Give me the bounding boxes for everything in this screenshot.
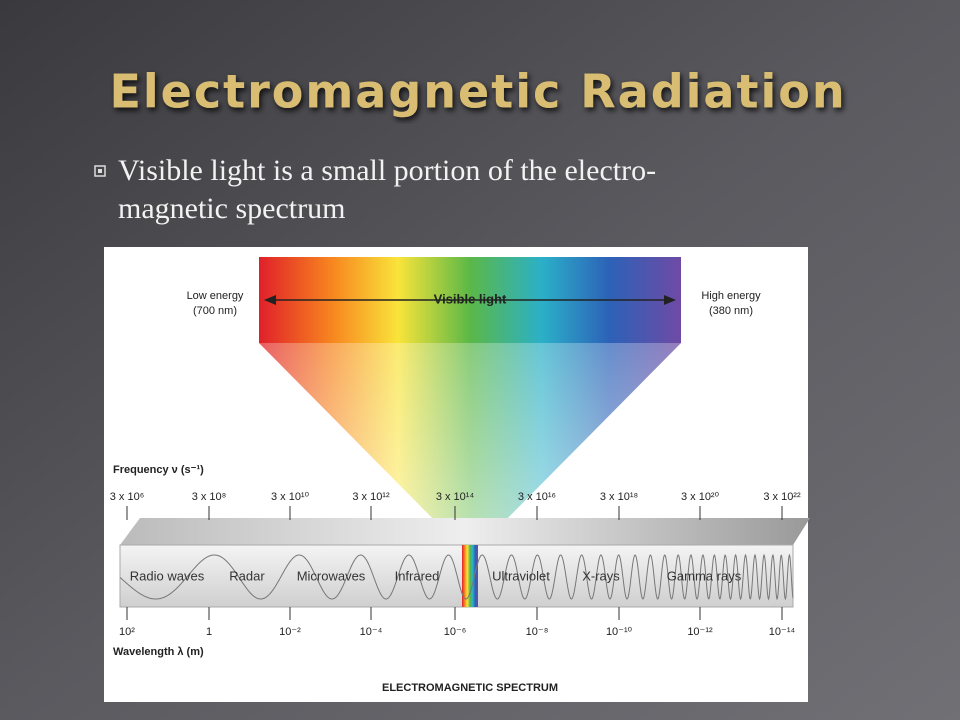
region-label: Ultraviolet: [492, 568, 550, 583]
wave: [119, 553, 794, 601]
frequency-tick: 3 x 10²⁰: [681, 491, 720, 503]
bullet-icon-dot: [98, 169, 102, 173]
wavelength-tick: 10⁻⁸: [526, 626, 549, 638]
wavelength-tick: 10⁻⁴: [360, 626, 383, 638]
wavelength-tick: 10⁻¹⁰: [606, 626, 633, 638]
high-energy: (380 nm): [709, 305, 753, 317]
frequency-label: Frequency ν (s⁻¹): [113, 464, 204, 476]
visible-cone-fade: [259, 343, 681, 548]
wavelength-tick: 10⁻⁶: [444, 626, 467, 638]
caption: ELECTROMAGNETIC SPECTRUM: [382, 682, 558, 694]
wavelength-tick: 1: [206, 626, 212, 638]
wavelength-tick: 10⁻¹⁴: [769, 626, 796, 638]
region-label: X-rays: [582, 568, 620, 583]
arrow-head: [264, 295, 276, 305]
wavelength-tick: 10⁻²: [279, 626, 301, 638]
region-label: Gamma rays: [667, 568, 742, 583]
visible-light-label: Visible light: [434, 291, 507, 306]
arrow-head: [664, 295, 676, 305]
region-label: Microwaves: [297, 568, 366, 583]
bullet-line: Visible light is a small portion of the …: [118, 154, 656, 187]
wavelength-label: Wavelength λ (m): [113, 646, 204, 658]
wavelength-tick: 10²: [119, 626, 135, 638]
wavelength-tick: 10⁻¹²: [687, 626, 713, 638]
region-label: Radio waves: [130, 568, 205, 583]
bullet-icon: [94, 165, 106, 177]
frequency-tick: 3 x 10⁸: [192, 491, 227, 503]
frequency-tick: 3 x 10⁶: [110, 491, 145, 503]
frequency-tick: 3 x 10¹⁶: [518, 491, 556, 503]
diagram: Visible light Low energy (700 nm) High e…: [104, 247, 810, 702]
region-label: Radar: [229, 568, 265, 583]
visible-strip: [462, 545, 478, 607]
frequency-tick: 3 x 10¹²: [352, 491, 390, 503]
slide-title: Electromagnetic Radiation: [109, 65, 846, 119]
bullet-line: magnetic spectrum: [118, 192, 345, 225]
frequency-tick: 3 x 10²²: [763, 491, 801, 503]
low-energy: Low energy: [187, 290, 244, 302]
frequency-tick: 3 x 10¹⁴: [436, 491, 475, 503]
band-top: [120, 518, 810, 545]
low-energy: (700 nm): [193, 305, 237, 317]
frequency-tick: 3 x 10¹⁸: [600, 491, 638, 503]
high-energy: High energy: [701, 290, 761, 302]
frequency-tick: 3 x 10¹⁰: [271, 491, 310, 503]
band-front: [119, 544, 794, 608]
region-label: Infrared: [395, 568, 440, 583]
